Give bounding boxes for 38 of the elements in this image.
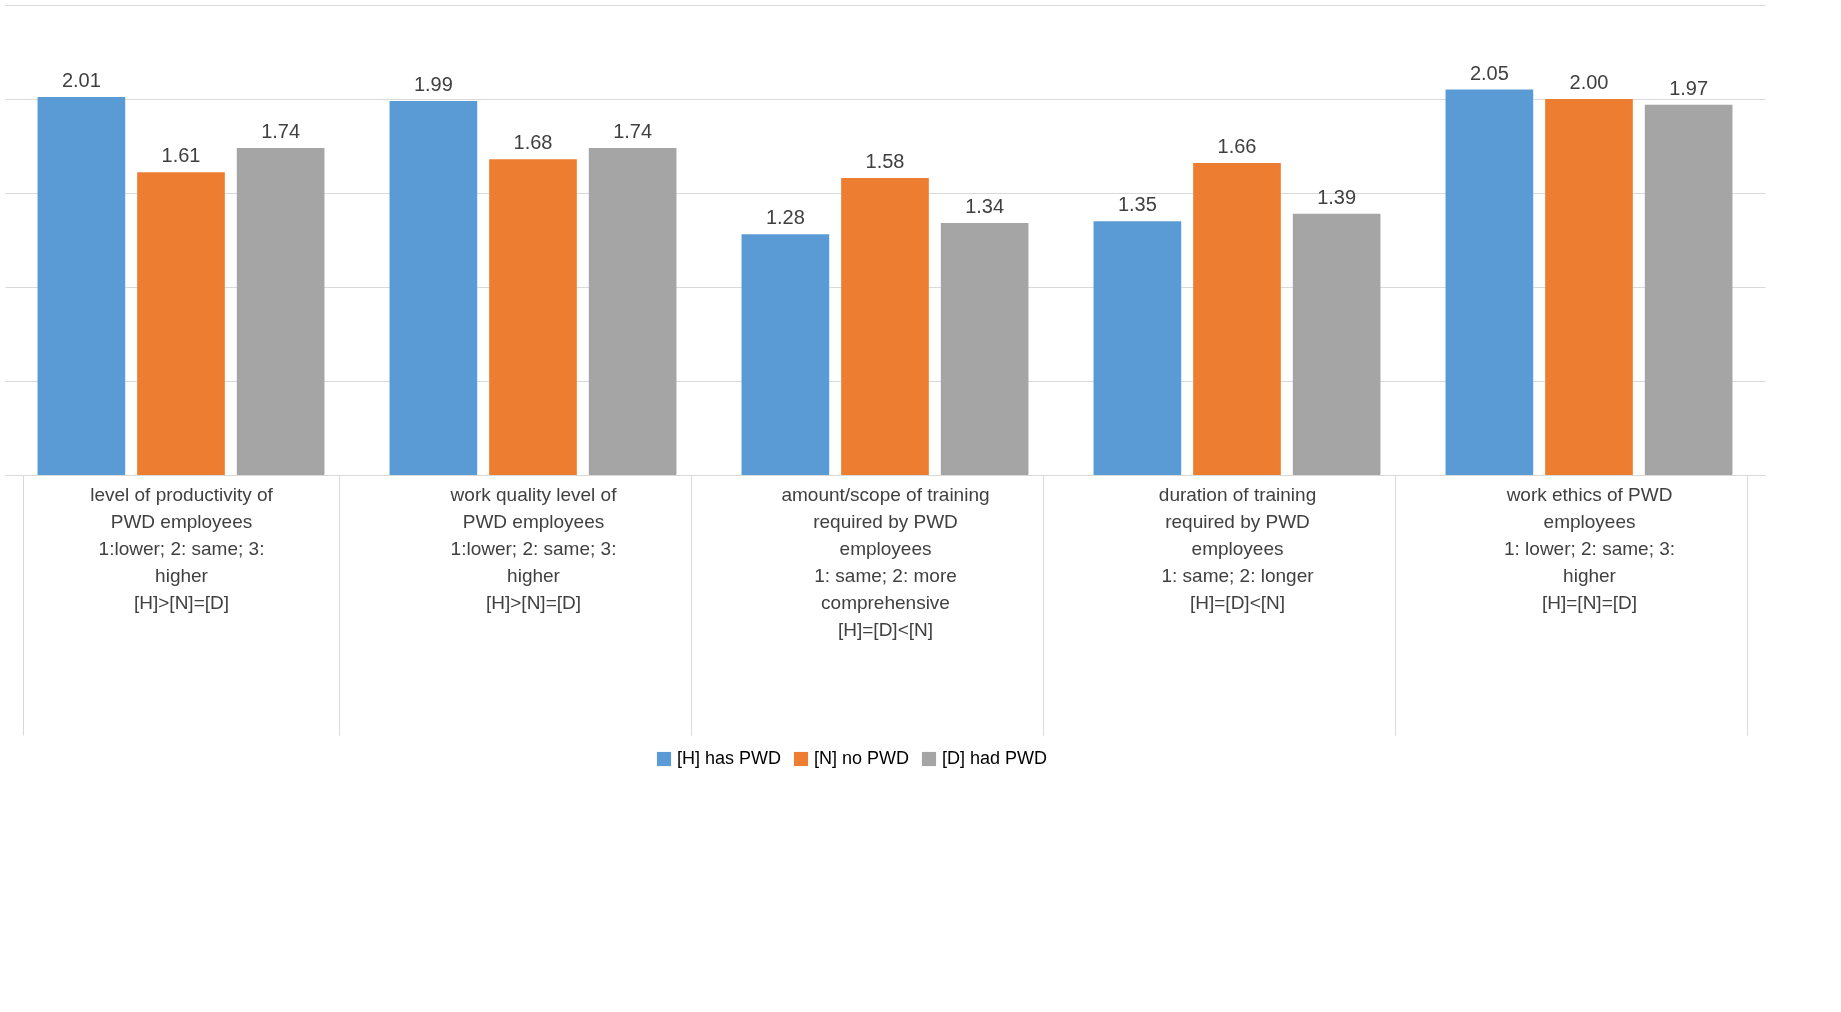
bar	[841, 177, 929, 475]
data-label: 1.74	[613, 119, 653, 142]
bar	[1545, 99, 1633, 475]
data-label: 1.97	[1669, 76, 1709, 99]
bar	[489, 159, 577, 475]
data-label: 1.39	[1317, 185, 1357, 208]
bar	[1644, 104, 1733, 475]
bar	[137, 172, 225, 475]
x-tick-label: work quality level of PWD employees 1:lower; 2: same; 3: higher [H]>[N]=[D]	[449, 483, 618, 613]
bar	[741, 234, 830, 475]
bar	[37, 97, 126, 475]
bar	[940, 223, 1029, 475]
x-tick-label: level of productivity of PWD employees 1:lower; 2: same; 3: higher [H]>[N]=[D]	[90, 483, 274, 613]
x-tick-label: work ethics of PWD employees 1: lower; 2: same; 3: higher [H]=[N]=[D]	[1503, 483, 1676, 613]
data-label: 1.35	[1117, 193, 1157, 216]
legend-label: [D] had PWD	[942, 748, 1048, 768]
data-label: 1.66	[1217, 134, 1257, 157]
x-tick-label: duration of training required by PWD employees 1: same; 2: longer [H]=[D]<[N]	[1158, 483, 1317, 613]
bar	[236, 147, 325, 475]
data-label: 1.68	[513, 131, 553, 154]
x-tick-label: amount/scope of training required by PWD employees 1: same; 2: more comprehensive [H]=[D]<[N]	[781, 483, 990, 640]
data-label: 2.01	[61, 69, 101, 92]
bar	[1193, 162, 1281, 475]
data-label: 1.74	[261, 119, 301, 142]
data-label: 1.61	[161, 144, 201, 167]
data-label: 2.00	[1569, 71, 1609, 93]
data-label: 2.05	[1469, 61, 1509, 84]
data-label: 1.34	[965, 195, 1005, 218]
bar	[1292, 213, 1381, 475]
bar	[1093, 221, 1182, 475]
legend-label: [H] has PWD	[677, 748, 782, 768]
bar	[389, 100, 478, 475]
data-label: 1.99	[413, 72, 453, 95]
data-label: 1.28	[765, 206, 805, 229]
data-label: 1.58	[865, 149, 905, 172]
bar	[1445, 89, 1534, 475]
legend-label: [N] no PWD	[814, 748, 910, 768]
bar	[588, 147, 677, 475]
